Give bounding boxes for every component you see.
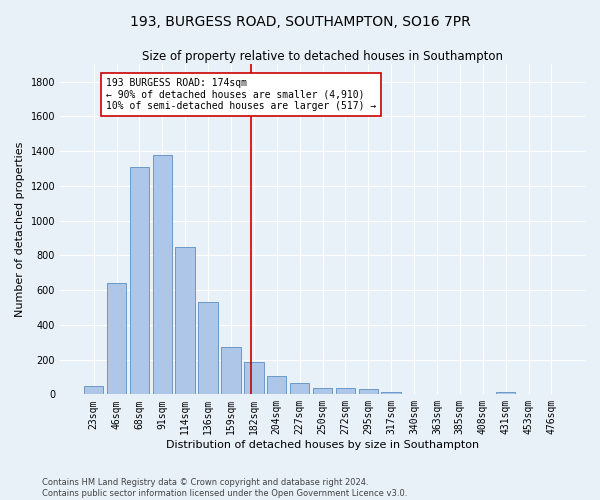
Text: 193 BURGESS ROAD: 174sqm
← 90% of detached houses are smaller (4,910)
10% of sem: 193 BURGESS ROAD: 174sqm ← 90% of detach… — [106, 78, 376, 112]
Y-axis label: Number of detached properties: Number of detached properties — [15, 142, 25, 317]
X-axis label: Distribution of detached houses by size in Southampton: Distribution of detached houses by size … — [166, 440, 479, 450]
Text: Contains HM Land Registry data © Crown copyright and database right 2024.
Contai: Contains HM Land Registry data © Crown c… — [42, 478, 407, 498]
Bar — [221, 346, 241, 395]
Text: 193, BURGESS ROAD, SOUTHAMPTON, SO16 7PR: 193, BURGESS ROAD, SOUTHAMPTON, SO16 7PR — [130, 15, 470, 29]
Bar — [175, 246, 195, 394]
Bar — [84, 386, 103, 394]
Bar — [244, 362, 263, 394]
Bar — [335, 388, 355, 394]
Bar — [107, 283, 126, 395]
Bar — [382, 392, 401, 394]
Bar — [199, 302, 218, 394]
Bar — [152, 154, 172, 394]
Bar — [313, 388, 332, 394]
Bar — [359, 390, 378, 394]
Bar — [496, 392, 515, 394]
Bar — [130, 166, 149, 394]
Title: Size of property relative to detached houses in Southampton: Size of property relative to detached ho… — [142, 50, 503, 63]
Bar — [267, 376, 286, 394]
Bar — [290, 383, 310, 394]
